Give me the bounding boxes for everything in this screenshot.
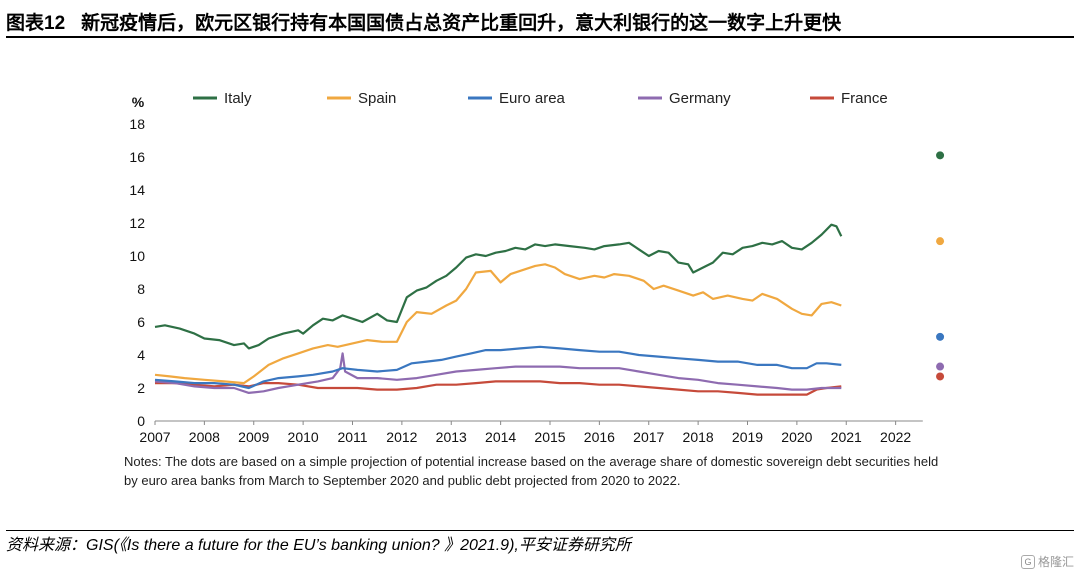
series-line-italy <box>154 223 843 350</box>
x-tick-label: 2021 <box>831 429 862 445</box>
figure-title: 新冠疫情后，欧元区银行持有本国国债占总资产比重回升，意大利银行的这一数字上升更快 <box>81 12 842 34</box>
legend-label: Euro area <box>499 90 566 107</box>
x-tick-label: 2008 <box>189 429 220 445</box>
y-tick-label: 0 <box>137 413 145 429</box>
source-line: 资料来源：GIS(《Is there a future for the EU’s… <box>6 530 1074 561</box>
figure-header: 图表12 新冠疫情后，欧元区银行持有本国国债占总资产比重回升，意大利银行的这一数… <box>6 6 1074 38</box>
projection-dot-euro-area <box>936 332 945 341</box>
x-tick-label: 2016 <box>584 429 615 445</box>
y-tick-label: 4 <box>137 347 145 363</box>
x-tick-label: 2020 <box>781 429 812 445</box>
series-line-euro-area <box>154 345 842 390</box>
x-tick-label: 2019 <box>732 429 763 445</box>
projection-dot-italy <box>936 151 945 160</box>
series-line-spain <box>154 263 842 385</box>
series-line-germany <box>154 352 842 394</box>
x-tick-label: 2010 <box>288 429 319 445</box>
x-tick-label: 2009 <box>238 429 269 445</box>
y-tick-label: 16 <box>129 149 145 165</box>
x-tick-label: 2014 <box>485 429 516 445</box>
legend-label: Spain <box>358 90 396 107</box>
watermark-text: 格隆汇 <box>1037 555 1074 569</box>
x-tick-label: 2022 <box>880 429 911 445</box>
y-tick-label: 8 <box>137 281 145 297</box>
projection-dot-spain <box>936 237 945 246</box>
x-tick-label: 2013 <box>436 429 467 445</box>
legend-label: Germany <box>669 90 731 107</box>
x-tick-label: 2007 <box>139 429 170 445</box>
legend-label: France <box>841 90 888 107</box>
x-tick-label: 2018 <box>683 429 714 445</box>
projection-dot-france <box>936 372 945 381</box>
y-tick-label: 6 <box>137 314 145 330</box>
x-tick-label: 2012 <box>386 429 417 445</box>
figure-number: 图表12 <box>6 12 66 34</box>
y-tick-label: 18 <box>129 116 145 132</box>
chart-notes: Notes: The dots are based on a simple pr… <box>124 454 939 488</box>
series-line-france <box>155 380 842 396</box>
x-tick-label: 2017 <box>633 429 664 445</box>
watermark: G 格隆汇 <box>1020 553 1074 570</box>
y-tick-label: 2 <box>137 380 145 396</box>
legend-label: Italy <box>224 90 252 107</box>
x-tick-label: 2015 <box>534 429 565 445</box>
y-axis-label: % <box>132 94 145 110</box>
line-chart: 0 2 4 6 8 10 12 14 16 18% 2007 2008 2009 2010 2011 2012… <box>129 90 945 445</box>
gelonghui-logo-icon: G <box>1020 554 1035 569</box>
y-tick-label: 14 <box>129 182 145 198</box>
projection-dot-germany <box>936 362 945 371</box>
x-tick-label: 2011 <box>337 429 367 445</box>
y-tick-label: 10 <box>129 248 145 264</box>
y-tick-label: 12 <box>129 215 145 231</box>
